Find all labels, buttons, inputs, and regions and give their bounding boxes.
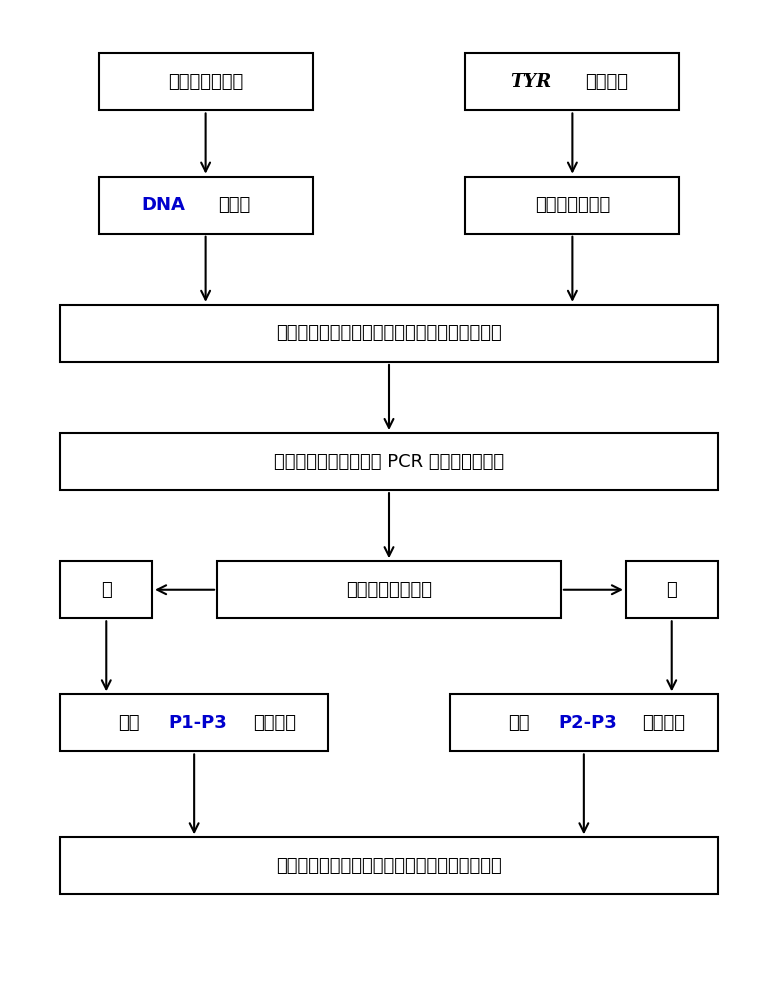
FancyBboxPatch shape bbox=[61, 305, 717, 362]
Text: 分析其序列特征: 分析其序列特征 bbox=[534, 196, 610, 214]
Text: 待测样品的收集: 待测样品的收集 bbox=[168, 73, 244, 91]
FancyBboxPatch shape bbox=[61, 561, 152, 618]
Text: 是: 是 bbox=[101, 581, 112, 599]
FancyBboxPatch shape bbox=[626, 561, 717, 618]
Text: 得到: 得到 bbox=[118, 714, 140, 732]
Text: 扩增产物: 扩增产物 bbox=[643, 714, 685, 732]
FancyBboxPatch shape bbox=[465, 53, 679, 110]
FancyBboxPatch shape bbox=[465, 177, 679, 234]
Text: 的提取: 的提取 bbox=[219, 196, 251, 214]
FancyBboxPatch shape bbox=[61, 837, 717, 894]
FancyBboxPatch shape bbox=[99, 177, 313, 234]
Text: P2-P3: P2-P3 bbox=[559, 714, 617, 732]
Text: P1-P3: P1-P3 bbox=[169, 714, 227, 732]
Text: 否: 否 bbox=[666, 581, 677, 599]
Text: 是否存在插入片段: 是否存在插入片段 bbox=[346, 581, 432, 599]
FancyBboxPatch shape bbox=[450, 694, 717, 751]
FancyBboxPatch shape bbox=[217, 561, 561, 618]
Text: 依据隐性白位点与插入片段的序列特征设计引物: 依据隐性白位点与插入片段的序列特征设计引物 bbox=[276, 324, 502, 342]
Text: 得到: 得到 bbox=[508, 714, 530, 732]
Text: 根据基因型结果，结合育种需要选留纯合子个体: 根据基因型结果，结合育种需要选留纯合子个体 bbox=[276, 857, 502, 875]
FancyBboxPatch shape bbox=[99, 53, 313, 110]
Text: 扩增产物: 扩增产物 bbox=[253, 714, 296, 732]
FancyBboxPatch shape bbox=[61, 433, 717, 490]
Text: TYR: TYR bbox=[510, 73, 551, 91]
FancyBboxPatch shape bbox=[61, 694, 328, 751]
Text: 基因序列: 基因序列 bbox=[585, 73, 629, 91]
Text: DNA: DNA bbox=[142, 196, 185, 214]
Text: 以此三条特定引物进行 PCR 扩增并进行判型: 以此三条特定引物进行 PCR 扩增并进行判型 bbox=[274, 453, 504, 471]
